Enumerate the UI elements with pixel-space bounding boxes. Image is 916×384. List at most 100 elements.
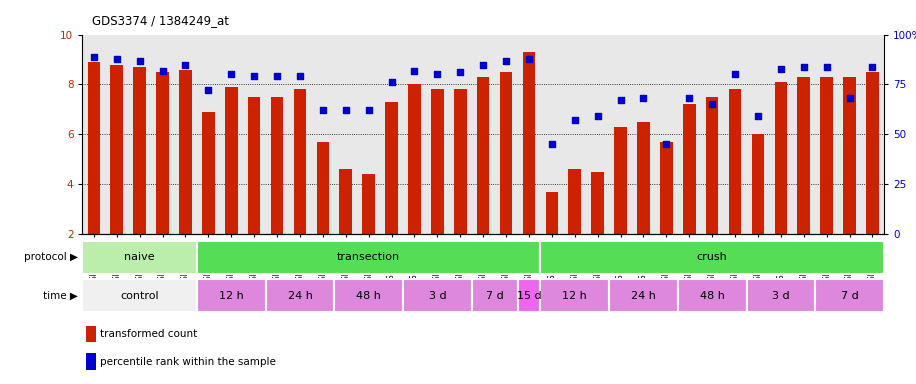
Point	[590, 113, 605, 119]
Bar	[157, 72, 169, 234]
Point	[155, 68, 169, 74]
Bar	[111, 65, 123, 234]
Point	[224, 71, 238, 78]
Bar	[340, 169, 352, 234]
Text: 48 h: 48 h	[700, 291, 725, 301]
Bar	[82, 279, 197, 312]
Text: transection: transection	[337, 252, 400, 262]
Point	[704, 101, 719, 108]
Bar	[747, 279, 815, 312]
Point	[865, 63, 879, 70]
Point	[544, 141, 559, 147]
Bar	[180, 70, 191, 234]
Point	[431, 71, 445, 78]
Point	[201, 88, 216, 94]
Bar	[706, 97, 718, 234]
Text: 7 d: 7 d	[841, 291, 858, 301]
Point	[498, 58, 513, 64]
Text: percentile rank within the sample: percentile rank within the sample	[100, 357, 276, 367]
Bar	[88, 62, 100, 234]
Point	[659, 141, 673, 147]
Bar	[867, 72, 878, 234]
Bar	[546, 192, 558, 234]
Bar	[500, 72, 512, 234]
Point	[819, 63, 834, 70]
Bar	[798, 77, 810, 234]
Point	[132, 58, 147, 64]
Bar	[821, 77, 833, 234]
Text: transformed count: transformed count	[100, 329, 197, 339]
Point	[682, 95, 696, 101]
Bar	[678, 279, 747, 312]
Bar	[386, 102, 398, 234]
Bar	[334, 279, 403, 312]
Point	[796, 63, 812, 70]
Point	[178, 61, 192, 68]
Point	[361, 108, 376, 114]
Point	[86, 53, 101, 60]
Bar	[518, 279, 540, 312]
Bar	[86, 353, 96, 370]
Text: 7 d: 7 d	[485, 291, 504, 301]
Bar	[477, 77, 489, 234]
Point	[842, 95, 856, 101]
Bar	[225, 87, 237, 234]
Bar	[540, 279, 609, 312]
Text: control: control	[120, 291, 159, 301]
Bar	[540, 241, 884, 274]
Bar	[294, 89, 306, 234]
Point	[109, 55, 124, 61]
Bar	[134, 67, 146, 234]
Point	[269, 73, 284, 79]
Text: 48 h: 48 h	[356, 291, 381, 301]
Text: crush: crush	[697, 252, 727, 262]
Bar	[683, 104, 695, 234]
Text: protocol ▶: protocol ▶	[24, 252, 78, 262]
Bar	[202, 112, 214, 234]
Bar	[592, 172, 604, 234]
Point	[315, 108, 330, 114]
Point	[636, 95, 650, 101]
Point	[246, 73, 262, 79]
Bar	[271, 97, 283, 234]
Point	[773, 65, 788, 71]
Bar	[363, 174, 375, 234]
Bar	[86, 326, 96, 342]
Bar	[729, 89, 741, 234]
Bar	[82, 241, 197, 274]
Text: 24 h: 24 h	[631, 291, 656, 301]
Point	[453, 70, 467, 76]
Text: 12 h: 12 h	[219, 291, 244, 301]
Text: 24 h: 24 h	[288, 291, 312, 301]
Bar	[844, 77, 856, 234]
Point	[384, 79, 398, 86]
Bar	[197, 279, 266, 312]
Bar	[815, 279, 884, 312]
Point	[522, 55, 537, 61]
Bar	[248, 97, 260, 234]
Point	[567, 118, 583, 124]
Text: time ▶: time ▶	[43, 291, 78, 301]
Bar	[409, 84, 420, 234]
Bar	[752, 134, 764, 234]
Point	[293, 73, 308, 79]
Bar	[609, 279, 678, 312]
Text: 3 d: 3 d	[429, 291, 446, 301]
Point	[750, 113, 765, 119]
Bar	[775, 82, 787, 234]
Bar	[266, 279, 334, 312]
Bar	[431, 89, 443, 234]
Point	[475, 61, 490, 68]
Bar	[660, 142, 672, 234]
Bar	[638, 122, 649, 234]
Point	[613, 98, 627, 104]
Point	[407, 68, 421, 74]
Bar	[403, 279, 472, 312]
Bar	[454, 89, 466, 234]
Point	[727, 71, 742, 78]
Text: GDS3374 / 1384249_at: GDS3374 / 1384249_at	[92, 14, 229, 27]
Point	[338, 108, 353, 114]
Bar	[317, 142, 329, 234]
Bar	[523, 52, 535, 234]
Text: 12 h: 12 h	[562, 291, 587, 301]
